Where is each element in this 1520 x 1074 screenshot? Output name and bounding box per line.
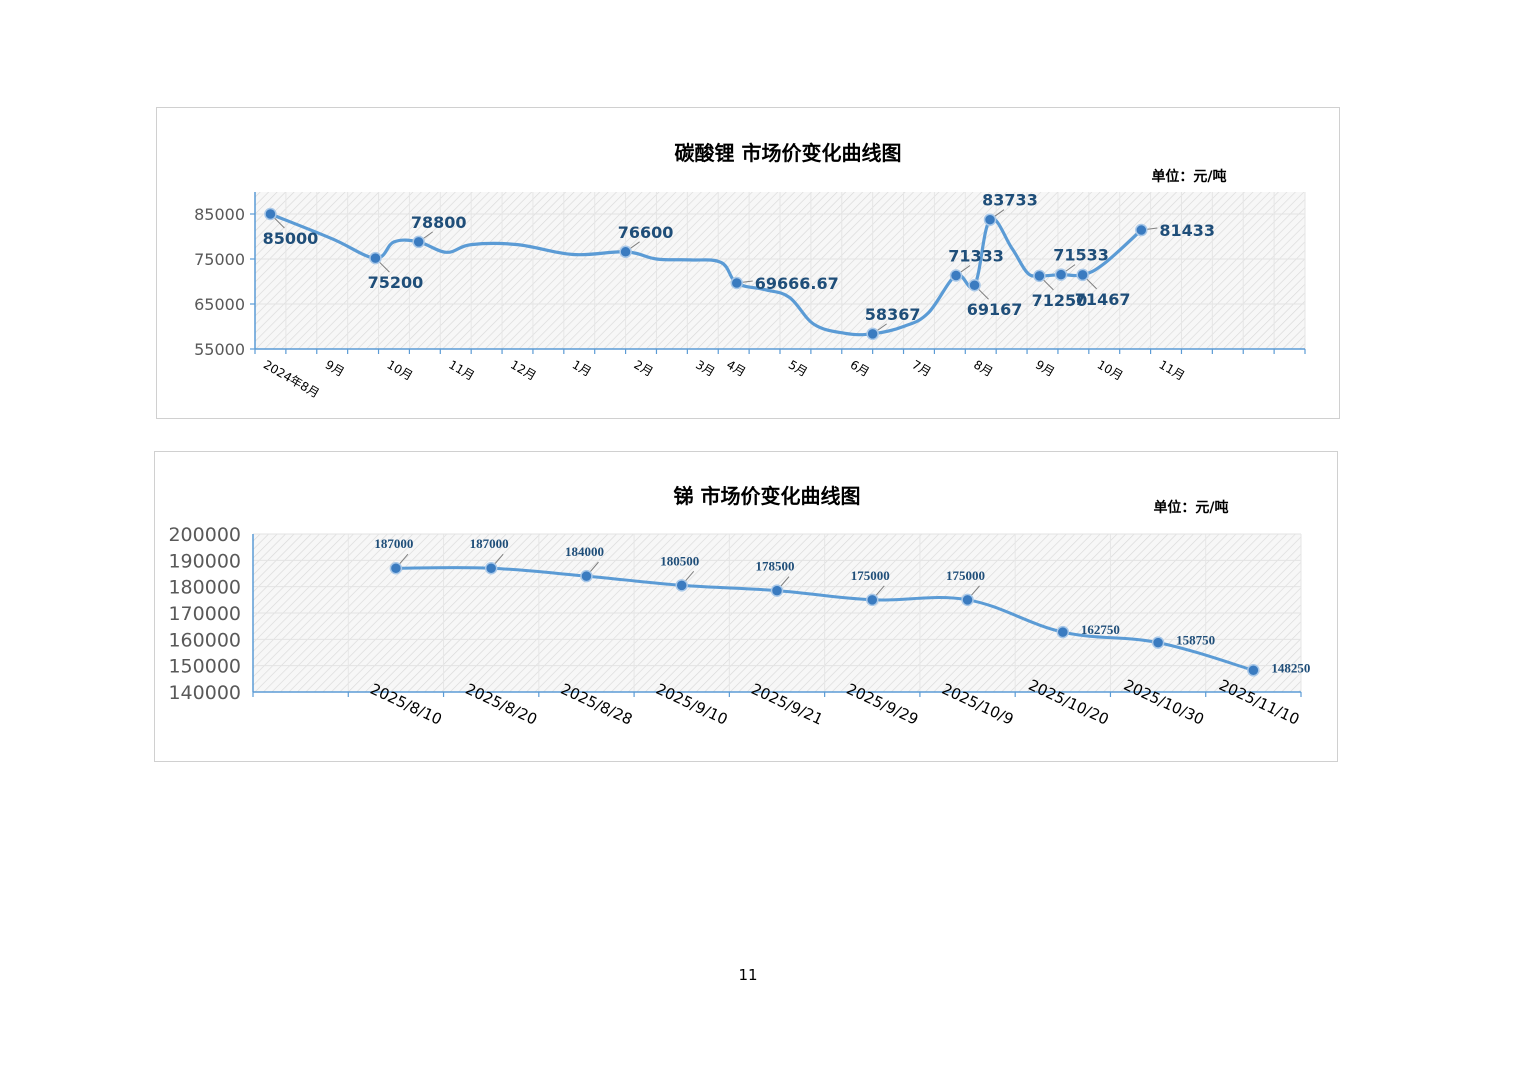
x-tick-label: 11月 bbox=[446, 357, 477, 383]
data-point bbox=[484, 561, 498, 575]
unit-label: 单位：元/吨 bbox=[1151, 168, 1226, 185]
data-point bbox=[983, 213, 997, 226]
data-label: 71333 bbox=[948, 247, 1004, 266]
data-label: 69167 bbox=[967, 300, 1023, 319]
y-tick-label: 190000 bbox=[168, 550, 241, 572]
data-label: 180500 bbox=[660, 553, 699, 568]
x-tick-label: 11月 bbox=[1157, 357, 1188, 383]
antimony-chart: 锑 市场价变化曲线图 单位：元/吨 200000 190000 180000 1700… bbox=[154, 451, 1338, 762]
x-tick-label: 2024年8月 bbox=[261, 357, 322, 400]
x-tick-label: 10月 bbox=[384, 357, 415, 383]
data-point bbox=[949, 269, 963, 282]
page-number: 11 bbox=[738, 966, 758, 984]
data-point bbox=[866, 327, 879, 341]
data-label: 71533 bbox=[1053, 246, 1109, 265]
data-point bbox=[1054, 268, 1068, 281]
data-point bbox=[730, 276, 744, 290]
data-point bbox=[866, 593, 879, 607]
data-label: 162750 bbox=[1081, 622, 1120, 637]
data-point bbox=[264, 207, 277, 221]
x-tick-label: 12月 bbox=[508, 357, 539, 383]
x-tick-label: 4月 bbox=[724, 357, 748, 379]
series-line bbox=[395, 566, 1254, 672]
data-label: 58367 bbox=[865, 305, 921, 324]
data-point bbox=[961, 593, 974, 607]
data-label: 71467 bbox=[1075, 290, 1131, 309]
x-tick-label: 5月 bbox=[786, 357, 810, 379]
y-tick-label: 170000 bbox=[168, 603, 241, 625]
y-tick-label: 180000 bbox=[168, 577, 241, 599]
data-label: 178500 bbox=[756, 559, 795, 574]
x-tick-label: 9月 bbox=[1033, 357, 1057, 379]
data-label: 175000 bbox=[851, 568, 890, 583]
y-tick-label: 150000 bbox=[168, 656, 241, 678]
data-point bbox=[1151, 636, 1165, 649]
data-label: 83733 bbox=[982, 191, 1038, 210]
data-point bbox=[1247, 664, 1260, 677]
y-tick-label: 65000 bbox=[194, 295, 245, 314]
x-tick-label: 7月 bbox=[909, 357, 933, 379]
data-point bbox=[580, 569, 593, 583]
data-label: 148250 bbox=[1271, 660, 1310, 675]
data-label: 75200 bbox=[368, 273, 424, 292]
x-tick-label: 2月 bbox=[632, 357, 656, 379]
data-point bbox=[675, 579, 688, 592]
data-label: 184000 bbox=[565, 544, 604, 559]
chart-title: 锑 市场价变化曲线图 bbox=[674, 484, 861, 508]
data-point bbox=[1135, 223, 1148, 237]
data-label: 158750 bbox=[1176, 633, 1215, 648]
data-label: 85000 bbox=[263, 229, 319, 248]
lithium-carbonate-chart: 碳酸锂 市场价变化曲线图 单位：元/吨 85000 75000 65000 55000… bbox=[156, 107, 1340, 419]
data-label: 76600 bbox=[618, 223, 674, 242]
data-point bbox=[1056, 625, 1070, 639]
data-point bbox=[1033, 269, 1046, 283]
lithium-carbonate-chart-svg: 碳酸锂 市场价变化曲线图 单位：元/吨 85000 75000 65000 55000… bbox=[194, 141, 1306, 401]
y-tick-label: 140000 bbox=[168, 682, 241, 704]
data-point bbox=[770, 584, 784, 597]
data-label: 187000 bbox=[470, 536, 509, 551]
y-tick-label: 85000 bbox=[194, 205, 245, 224]
chart-title: 碳酸锂 市场价变化曲线图 bbox=[675, 141, 902, 165]
x-tick-label: 10月 bbox=[1095, 357, 1126, 383]
x-tick-label: 1月 bbox=[570, 357, 594, 379]
data-label: 78800 bbox=[411, 213, 467, 232]
data-label: 71250 bbox=[1032, 291, 1088, 310]
unit-label: 单位：元/吨 bbox=[1153, 499, 1228, 516]
series-line bbox=[269, 212, 1143, 337]
x-tick-label: 9月 bbox=[323, 357, 347, 379]
data-point bbox=[412, 235, 425, 249]
y-tick-label: 200000 bbox=[168, 524, 241, 546]
data-label: 81433 bbox=[1159, 221, 1215, 240]
data-point bbox=[1076, 268, 1089, 282]
data-point bbox=[369, 251, 382, 265]
y-tick-label: 75000 bbox=[194, 250, 245, 269]
x-tick-label: 3月 bbox=[693, 357, 717, 379]
antimony-chart-svg: 锑 市场价变化曲线图 单位：元/吨 200000 190000 180000 1700… bbox=[168, 484, 1310, 729]
data-label: 69666.67 bbox=[755, 274, 839, 293]
y-tick-label: 55000 bbox=[194, 340, 245, 359]
x-tick-label: 6月 bbox=[848, 357, 872, 379]
x-tick-label: 8月 bbox=[971, 357, 995, 379]
y-tick-label: 160000 bbox=[168, 629, 241, 651]
data-point bbox=[619, 245, 632, 259]
data-label: 187000 bbox=[374, 536, 413, 551]
data-point bbox=[968, 278, 981, 292]
data-label: 175000 bbox=[946, 568, 985, 583]
data-point bbox=[389, 561, 403, 575]
